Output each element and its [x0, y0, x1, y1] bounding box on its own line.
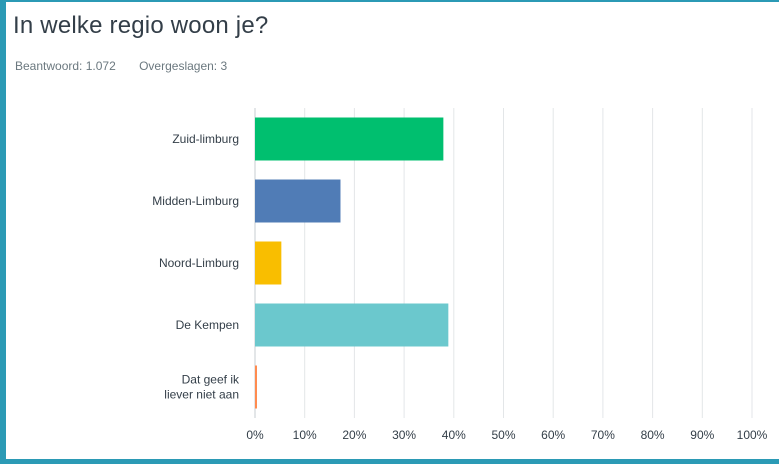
category-label: De Kempen: [176, 318, 239, 332]
x-tick-label: 30%: [392, 428, 416, 442]
x-tick-label: 40%: [442, 428, 466, 442]
question-title: In welke regio woon je?: [13, 12, 269, 39]
category-label: Zuid-limburg: [172, 132, 239, 146]
bar-chart-svg: 0% 10% 20% 30% 40% 50% 60% 70% 80% 90% 100% Zuid-li…: [152, 108, 768, 442]
x-tick-label: 0%: [246, 428, 264, 442]
bar: [255, 179, 341, 223]
skipped-count: Overgeslagen: 3: [139, 59, 228, 73]
question-panel: In welke regio woon je? Beantwoord: 1.07…: [6, 2, 779, 459]
x-tick-label: 60%: [541, 428, 565, 442]
x-tick-label: 50%: [491, 428, 515, 442]
x-tick-label: 100%: [737, 428, 768, 442]
x-tick-label: 80%: [641, 428, 665, 442]
answered-count: Beantwoord: 1.072: [15, 59, 116, 73]
category-label: Noord-Limburg: [159, 256, 239, 270]
x-tick-label: 70%: [591, 428, 615, 442]
bar: [255, 117, 444, 161]
category-label: Dat geef ik liever niet aan: [164, 373, 240, 402]
x-tick-label: 20%: [342, 428, 366, 442]
bar: [255, 303, 449, 347]
x-tick-label: 90%: [690, 428, 714, 442]
response-stats: Beantwoord: 1.072 Overgeslagen: 3: [15, 59, 227, 73]
bar-chart: 0% 10% 20% 30% 40% 50% 60% 70% 80% 90% 100% Zuid-li…: [6, 2, 779, 464]
x-tick-label: 10%: [293, 428, 317, 442]
bar: [255, 241, 282, 285]
bar: [255, 365, 257, 409]
category-label: Midden-Limburg: [152, 194, 239, 208]
